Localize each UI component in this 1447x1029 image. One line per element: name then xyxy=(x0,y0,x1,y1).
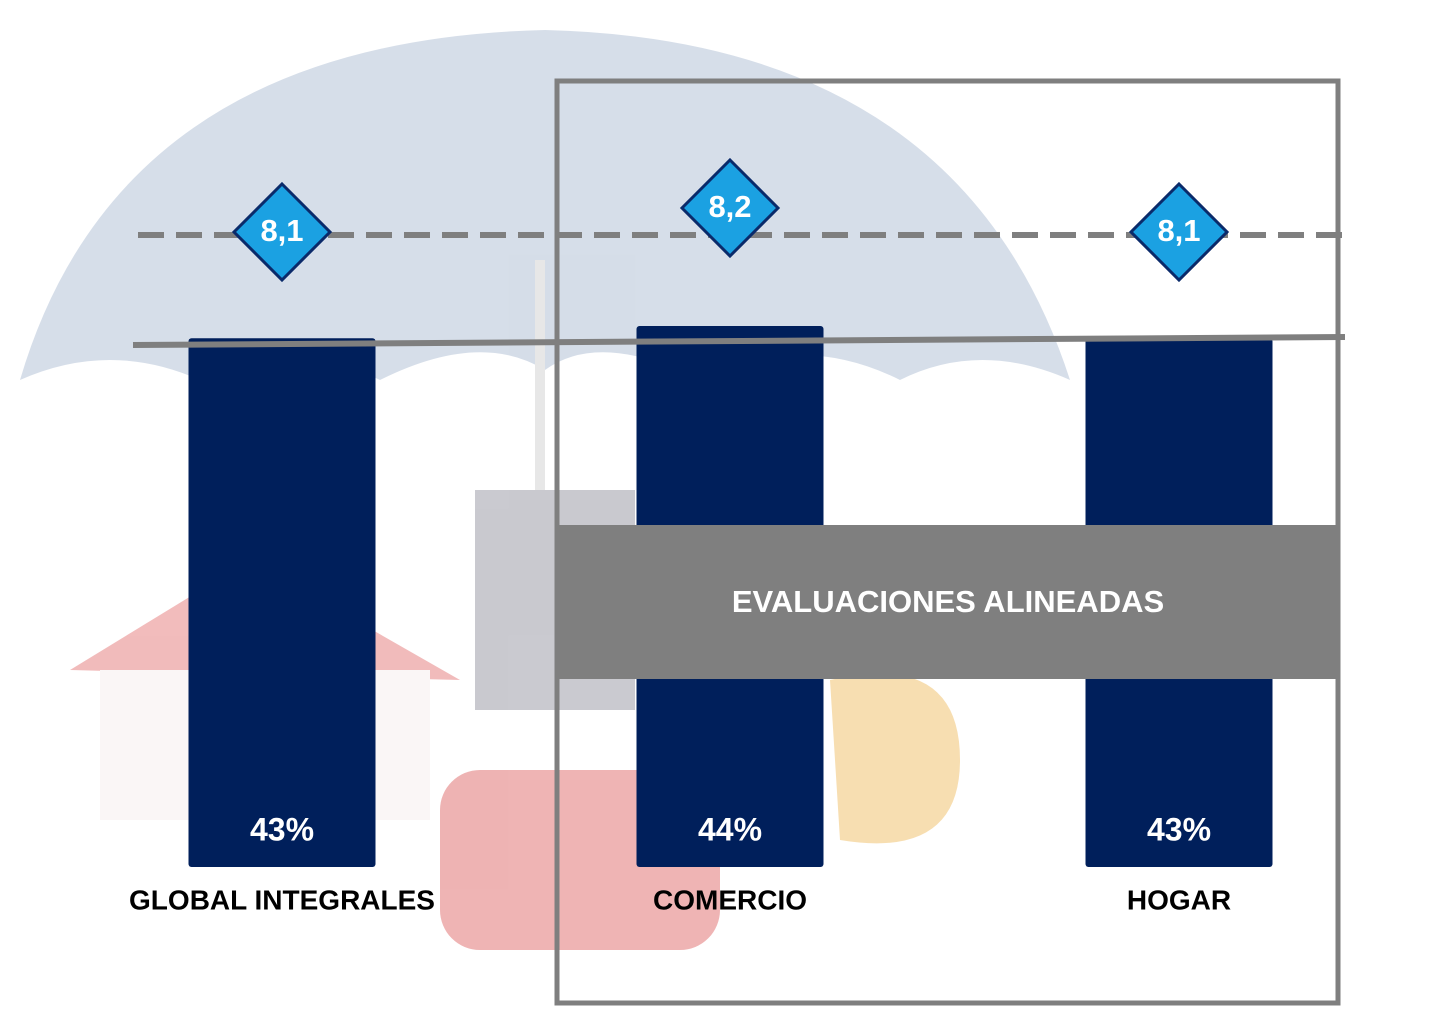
value-label: 43% xyxy=(250,811,314,847)
score-label: 8,1 xyxy=(260,213,303,248)
category-label: COMERCIO xyxy=(653,884,807,915)
background-illustration xyxy=(20,30,1070,950)
value-label: 43% xyxy=(1147,811,1211,847)
score-diamond xyxy=(1128,181,1230,283)
score-diamond xyxy=(679,157,781,259)
category-label: HOGAR xyxy=(1127,884,1231,915)
score-label: 8,1 xyxy=(1157,213,1200,248)
reference-line xyxy=(132,334,1346,348)
bar xyxy=(188,338,376,868)
annotation-band xyxy=(557,525,1340,679)
score-label: 8,2 xyxy=(708,189,751,224)
category-label: GLOBAL INTEGRALES xyxy=(129,884,435,915)
annotation: EVALUACIONES ALINEADAS xyxy=(732,584,1164,619)
value-label: 44% xyxy=(698,811,762,847)
score-diamond xyxy=(231,181,333,283)
